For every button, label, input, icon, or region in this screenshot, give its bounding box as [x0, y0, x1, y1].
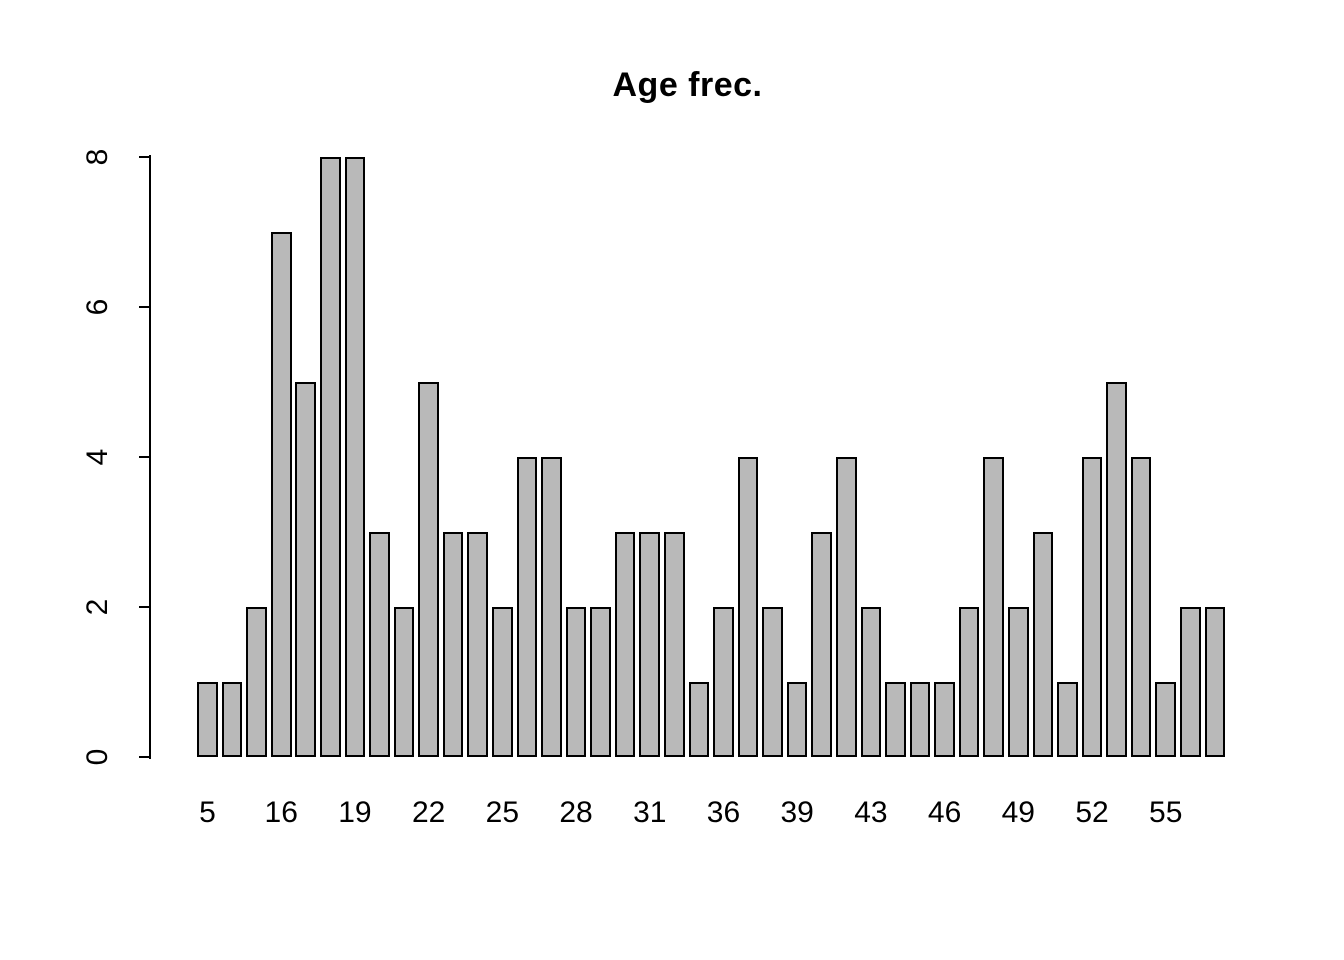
- bar: [958, 607, 980, 757]
- bar: [664, 532, 685, 757]
- bar: [713, 607, 734, 757]
- bar: [934, 682, 955, 757]
- bar: [270, 232, 292, 757]
- y-tick-label: 8: [81, 148, 114, 166]
- bar: [344, 157, 366, 757]
- bar: [983, 457, 1005, 757]
- bar: [811, 532, 833, 757]
- x-tick-label: 28: [559, 796, 593, 829]
- x-tick-label: 31: [633, 796, 667, 829]
- x-tick-label: 43: [854, 796, 888, 829]
- bar: [221, 682, 243, 757]
- y-tick-label: 2: [81, 598, 114, 616]
- bar: [1130, 457, 1152, 757]
- bar: [688, 682, 710, 757]
- x-tick-label: 22: [411, 796, 446, 829]
- x-tick-label: 46: [927, 796, 962, 829]
- x-tick-label: 5: [199, 796, 216, 829]
- y-tick: [139, 306, 150, 308]
- bar: [614, 532, 636, 757]
- bar: [246, 607, 267, 757]
- bar: [762, 607, 783, 757]
- bar: [1081, 457, 1103, 757]
- bar: [393, 607, 415, 757]
- x-tick-label: 16: [264, 796, 298, 829]
- x-tick-label: 39: [780, 796, 814, 829]
- bar: [295, 382, 317, 757]
- bar: [836, 457, 857, 757]
- bar: [492, 607, 513, 757]
- bar: [1008, 607, 1029, 757]
- x-tick-label: 55: [1149, 796, 1183, 829]
- bar: [1204, 607, 1226, 757]
- x-tick-label: 36: [706, 796, 741, 829]
- bar: [1106, 382, 1127, 757]
- x-tick-label: 25: [485, 796, 520, 829]
- bar: [860, 607, 882, 757]
- y-tick: [139, 156, 150, 158]
- bar: [541, 457, 562, 757]
- y-tick: [139, 456, 150, 458]
- bar: [909, 682, 931, 757]
- bar: [639, 532, 661, 757]
- bar: [442, 532, 464, 757]
- x-tick-label: 19: [338, 796, 372, 829]
- x-tick-label: 52: [1075, 796, 1109, 829]
- bar: [197, 682, 218, 757]
- bar: [885, 682, 906, 757]
- bar: [369, 532, 390, 757]
- y-axis-line: [149, 155, 151, 759]
- y-tick: [139, 606, 150, 608]
- y-tick: [139, 756, 150, 758]
- bar: [737, 457, 759, 757]
- y-tick-label: 0: [81, 748, 114, 766]
- bar: [418, 382, 439, 757]
- bar: [1032, 532, 1054, 757]
- y-tick-label: 6: [81, 298, 114, 316]
- bar: [565, 607, 587, 757]
- bar: [1155, 682, 1177, 757]
- x-tick-label: 49: [1001, 796, 1035, 829]
- bar: [1057, 682, 1078, 757]
- chart-title: Age frec.: [612, 66, 763, 104]
- bar: [1180, 607, 1201, 757]
- bar: [590, 607, 611, 757]
- bar: [786, 682, 808, 757]
- bar: [467, 532, 489, 757]
- bar: [516, 457, 538, 757]
- y-tick-label: 4: [81, 448, 114, 466]
- bar: [320, 157, 341, 757]
